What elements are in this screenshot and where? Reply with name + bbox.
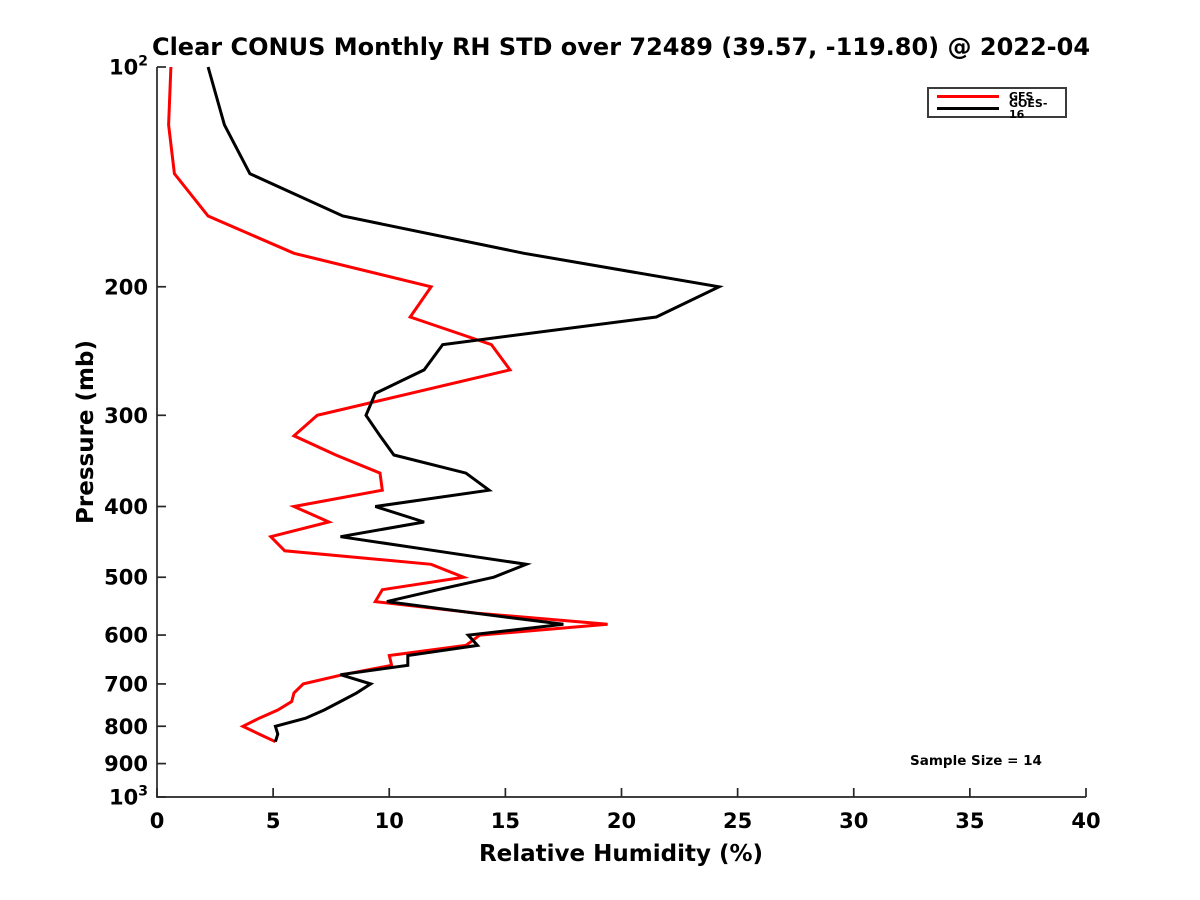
y-tick-label: 700 xyxy=(104,672,148,696)
y-tick-label: 900 xyxy=(104,752,148,776)
y-tick-label: 800 xyxy=(104,715,148,739)
x-tick-label: 0 xyxy=(150,809,165,833)
legend-label-goes16: GOES-16 xyxy=(1009,96,1048,121)
x-tick-label: 10 xyxy=(375,809,404,833)
x-tick-label: 30 xyxy=(839,809,868,833)
sample-size-annotation: Sample Size = 14 xyxy=(910,753,1042,769)
legend-item-goes16: GOES-16 xyxy=(937,98,1057,120)
y-tick-label: 500 xyxy=(104,566,148,590)
x-tick-label: 15 xyxy=(491,809,520,833)
legend-label-gfs: GFS xyxy=(1009,89,1034,103)
chart-title: Clear CONUS Monthly RH STD over 72489 (3… xyxy=(151,33,1091,61)
x-tick-label: 25 xyxy=(723,809,752,833)
y-axis-label: Pressure (mb) xyxy=(73,340,99,524)
x-axis-label: Relative Humidity (%) xyxy=(478,841,764,867)
y-tick-label: 200 xyxy=(104,275,148,299)
y-tick-label: 600 xyxy=(104,624,148,648)
y-tick-label: 300 xyxy=(104,404,148,428)
legend-item-gfs: GFS xyxy=(937,90,1057,102)
goes16-line-swatch xyxy=(937,107,999,110)
series-line-goes-16 xyxy=(206,66,724,743)
x-tick-label: 20 xyxy=(607,809,636,833)
x-tick-label: 40 xyxy=(1071,809,1100,833)
y-tick-label: 103 xyxy=(109,784,148,810)
legend: GFS GOES-16 xyxy=(927,87,1067,120)
series-line-gfs xyxy=(167,66,608,744)
y-tick-label: 102 xyxy=(109,54,148,80)
x-tick-label: 35 xyxy=(955,809,984,833)
gfs-line-swatch xyxy=(937,94,999,98)
x-tick-label: 5 xyxy=(266,809,281,833)
y-tick-label: 400 xyxy=(104,495,148,519)
